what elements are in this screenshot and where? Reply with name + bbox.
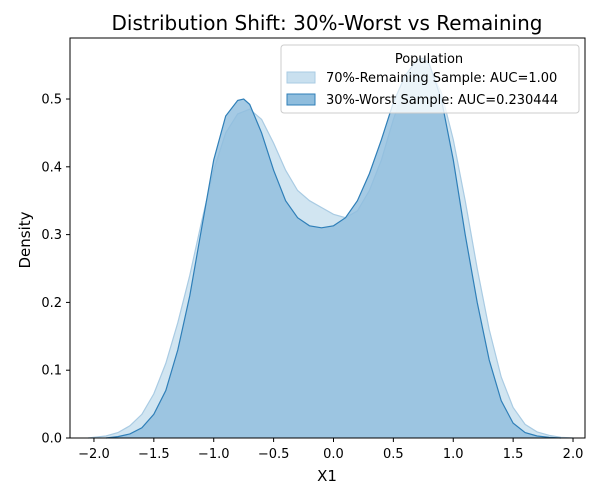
density-line-0 (87, 64, 574, 439)
x-tick-label: −2.0 (78, 447, 110, 462)
legend-box (280, 44, 580, 114)
y-axis: 0.0 0.1 0.2 0.3 0.4 0.5 (41, 93, 70, 447)
legend: Population 70%-Remaining Sample: AUC=1.0… (280, 44, 580, 114)
density-area-1 (105, 58, 562, 439)
legend-title: Population (395, 52, 463, 67)
y-tick-label: 0.3 (41, 228, 62, 243)
series-layer (87, 57, 574, 439)
legend-swatch-remaining (286, 71, 316, 84)
y-tick-label: 0.2 (41, 296, 62, 311)
legend-label-worst: 30%-Worst Sample: AUC=0.230444 (326, 93, 558, 108)
x-axis-label: X1 (317, 467, 337, 485)
x-tick-label: 2.0 (563, 447, 584, 462)
legend-swatch-worst (286, 93, 316, 106)
x-tick-label: 0.5 (383, 447, 404, 462)
y-tick-label: 0.5 (41, 93, 62, 108)
x-tick-label: 1.5 (503, 447, 524, 462)
x-tick-label: −1.5 (138, 447, 170, 462)
x-axis: −2.0 −1.5 −1.0 −0.5 0.0 0.5 1.0 1.5 2.0 (78, 438, 583, 462)
y-tick-label: 0.0 (41, 432, 62, 447)
density-line-1 (105, 57, 562, 439)
x-tick-label: 0.0 (323, 447, 344, 462)
chart-title: Distribution Shift: 30%-Worst vs Remaini… (112, 11, 543, 35)
x-tick-label: −0.5 (258, 447, 290, 462)
x-tick-label: −1.0 (198, 447, 230, 462)
plot-frame (69, 37, 586, 439)
y-axis-label: Density (16, 211, 34, 268)
x-tick-label: 1.0 (443, 447, 464, 462)
legend-label-remaining: 70%-Remaining Sample: AUC=1.00 (326, 71, 557, 86)
y-tick-label: 0.1 (41, 364, 62, 379)
y-tick-label: 0.4 (41, 160, 62, 175)
